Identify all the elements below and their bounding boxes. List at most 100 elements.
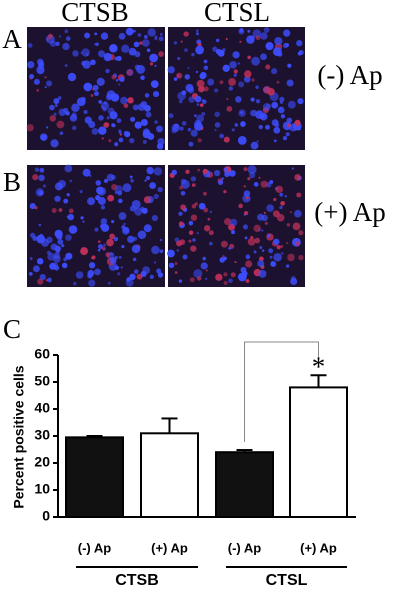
cell [223,281,228,285]
cell [118,129,122,133]
cell [297,98,304,105]
cell [258,124,263,130]
cell [193,114,197,118]
cell [237,135,247,145]
cell [253,224,261,233]
cell [58,35,62,38]
cell [118,212,127,220]
cell [237,62,240,65]
cell [286,117,293,124]
cell [84,116,92,124]
cell [231,128,235,132]
cell [197,276,202,281]
cell [258,176,261,179]
cell [86,53,89,56]
cell [194,119,202,128]
cell [38,223,42,227]
cell [42,184,46,188]
cell [264,221,268,225]
cell [118,137,124,143]
cell [197,138,202,143]
cell [158,51,165,57]
cell [257,259,265,268]
cell [46,38,50,41]
cell [240,122,246,128]
cell [203,207,209,213]
cell [100,205,106,210]
cell [286,123,291,128]
cell [225,37,228,40]
cell [64,164,73,173]
cell [132,29,136,33]
cell [250,141,259,150]
cell [132,257,137,262]
cell [146,166,154,175]
cell [247,237,256,246]
cell [146,48,151,52]
cell [67,72,77,82]
cell [69,179,73,183]
cell [33,78,40,85]
x-tick-label: (-) Ap [228,540,262,555]
cell [201,111,206,116]
cell [188,239,192,243]
cell [114,265,120,270]
cell [91,128,99,135]
cell [127,97,134,104]
cell [97,248,101,252]
cell [289,211,293,214]
cell [111,220,115,224]
cell [251,78,255,82]
cell [294,209,302,218]
x-tick-label: (-) Ap [78,540,112,555]
cell [209,210,212,214]
cell [287,253,295,262]
cell [137,103,146,111]
cell [202,99,207,105]
cell [154,36,158,41]
cell [222,64,230,73]
cell [294,174,301,181]
cell [92,88,95,91]
cell [58,208,63,212]
cell [253,182,259,187]
cell [118,83,121,86]
cell [126,69,133,76]
cell [159,33,163,36]
cell [240,266,247,273]
cell [56,233,63,240]
cell [28,271,33,276]
cell [30,232,36,238]
cell [137,230,147,240]
cell [193,269,203,279]
cell [207,217,211,221]
cell [173,41,178,45]
cell [123,222,126,226]
cell [167,249,175,258]
cell [127,235,135,244]
cell [34,167,40,172]
cell [180,190,186,196]
cell [118,255,122,259]
cell [120,96,128,105]
cell [179,185,184,190]
cell [121,245,125,249]
cell [153,167,163,176]
cell [79,189,83,194]
cell [196,103,200,106]
cell [87,197,96,206]
cell [196,232,199,235]
cell [254,237,261,244]
cell [68,225,78,234]
cell [106,238,114,247]
cell [145,111,152,118]
cell [277,51,283,57]
cell [121,44,130,53]
cell [94,91,100,97]
cell [192,238,196,242]
cell [292,222,301,231]
cell [232,51,240,59]
cell [84,32,91,39]
cell [133,41,140,48]
cell [55,41,60,47]
